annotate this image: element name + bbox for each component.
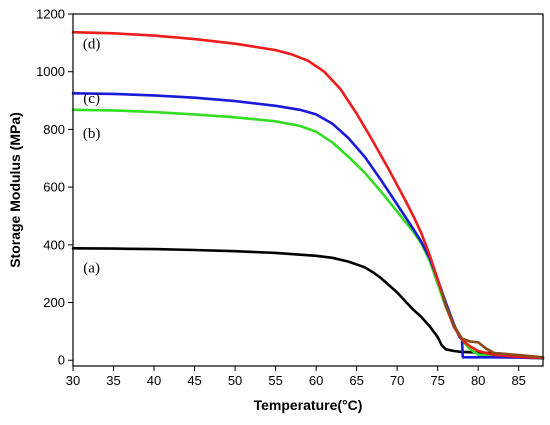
y-tick-label: 800	[43, 122, 65, 137]
series-label: (d)	[83, 36, 101, 52]
x-axis-title: Temperature(°C)	[254, 397, 363, 413]
x-tick-label: 65	[349, 373, 363, 388]
series-labels: (a) (b) (c) (d)	[83, 36, 101, 276]
y-tick-label: 1200	[36, 7, 65, 22]
y-axis-ticks: 0 200 400 600 800 1000 1200	[36, 7, 73, 368]
y-tick-label: 1000	[36, 64, 65, 79]
x-tick-label: 75	[430, 373, 444, 388]
x-tick-label: 50	[228, 373, 242, 388]
series-line	[71, 92, 545, 360]
series-line	[440, 289, 545, 359]
y-tick-label: 600	[43, 180, 65, 195]
series-layer	[71, 30, 545, 360]
x-tick-label: 40	[147, 373, 161, 388]
series-line	[71, 30, 545, 360]
plot-frame	[72, 13, 544, 367]
series-label: (b)	[83, 126, 101, 142]
x-tick-label: 45	[187, 373, 201, 388]
x-axis-ticks: 30 35 40 45 50 55 60 65 70 75 80 85	[66, 366, 526, 388]
series-label: (c)	[83, 91, 100, 107]
series-label: (a)	[83, 260, 100, 276]
x-tick-label: 55	[268, 373, 282, 388]
x-tick-label: 70	[390, 373, 404, 388]
x-tick-label: 35	[106, 373, 120, 388]
x-tick-label: 85	[511, 373, 525, 388]
y-tick-label: 200	[43, 295, 65, 310]
series-line	[71, 247, 545, 360]
y-axis-title: Storage Modulus (MPa)	[7, 112, 23, 268]
x-tick-label: 30	[66, 373, 80, 388]
series-line	[71, 108, 545, 360]
y-tick-label: 0	[58, 353, 65, 368]
y-tick-label: 400	[43, 237, 65, 252]
x-tick-label: 60	[309, 373, 323, 388]
x-tick-label: 80	[471, 373, 485, 388]
